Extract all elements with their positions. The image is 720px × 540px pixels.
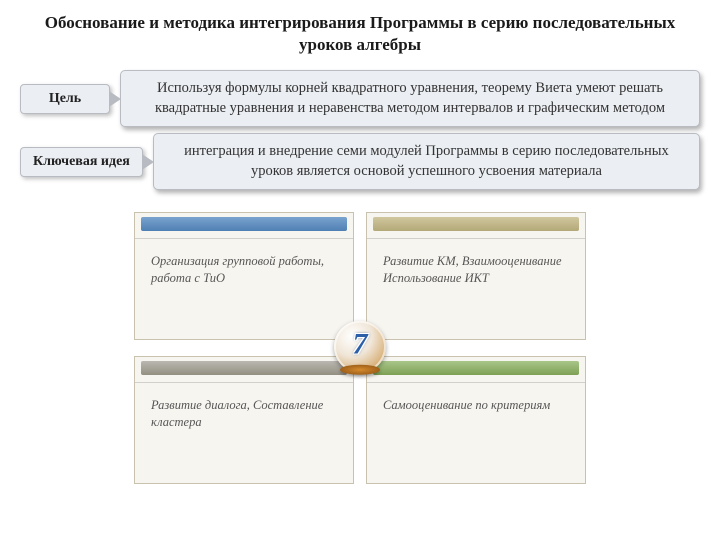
idea-label: Ключевая идея xyxy=(20,147,143,177)
quad-bar xyxy=(367,361,585,383)
quad-top-left: Организация групповой работы, работа с Т… xyxy=(134,212,354,340)
quad-bar xyxy=(367,217,585,239)
center-badge: 7 xyxy=(328,315,392,379)
arrow-icon xyxy=(108,92,119,106)
badge-icon: 7 xyxy=(334,321,386,373)
idea-row: Ключевая идея интеграция и внедрение сем… xyxy=(20,133,700,190)
goal-row: Цель Используя формулы корней квадратног… xyxy=(20,70,700,127)
quad-bottom-left: Развитие диалога, Составление кластера xyxy=(134,356,354,484)
goal-label: Цель xyxy=(20,84,110,114)
goal-label-text: Цель xyxy=(49,91,81,107)
quad-bar xyxy=(135,217,353,239)
idea-content: интеграция и внедрение семи модулей Прог… xyxy=(153,133,700,190)
badge-number: 7 xyxy=(353,330,368,360)
goal-content: Используя формулы корней квадратного ура… xyxy=(120,70,700,127)
quad-text: Самооценивание по критериям xyxy=(367,383,585,428)
quad-diagram: Организация групповой работы, работа с Т… xyxy=(130,208,590,488)
quad-text: Организация групповой работы, работа с Т… xyxy=(135,239,353,301)
page-title: Обоснование и методика интегрирования Пр… xyxy=(0,0,720,64)
quad-text: Развитие диалога, Составление кластера xyxy=(135,383,353,445)
idea-label-text: Ключевая идея xyxy=(33,154,130,170)
quad-bottom-right: Самооценивание по критериям xyxy=(366,356,586,484)
arrow-icon xyxy=(141,155,152,169)
quad-top-right: Развитие КМ, Взаимооценивание Использова… xyxy=(366,212,586,340)
quad-text: Развитие КМ, Взаимооценивание Использова… xyxy=(367,239,585,301)
quad-bar xyxy=(135,361,353,383)
